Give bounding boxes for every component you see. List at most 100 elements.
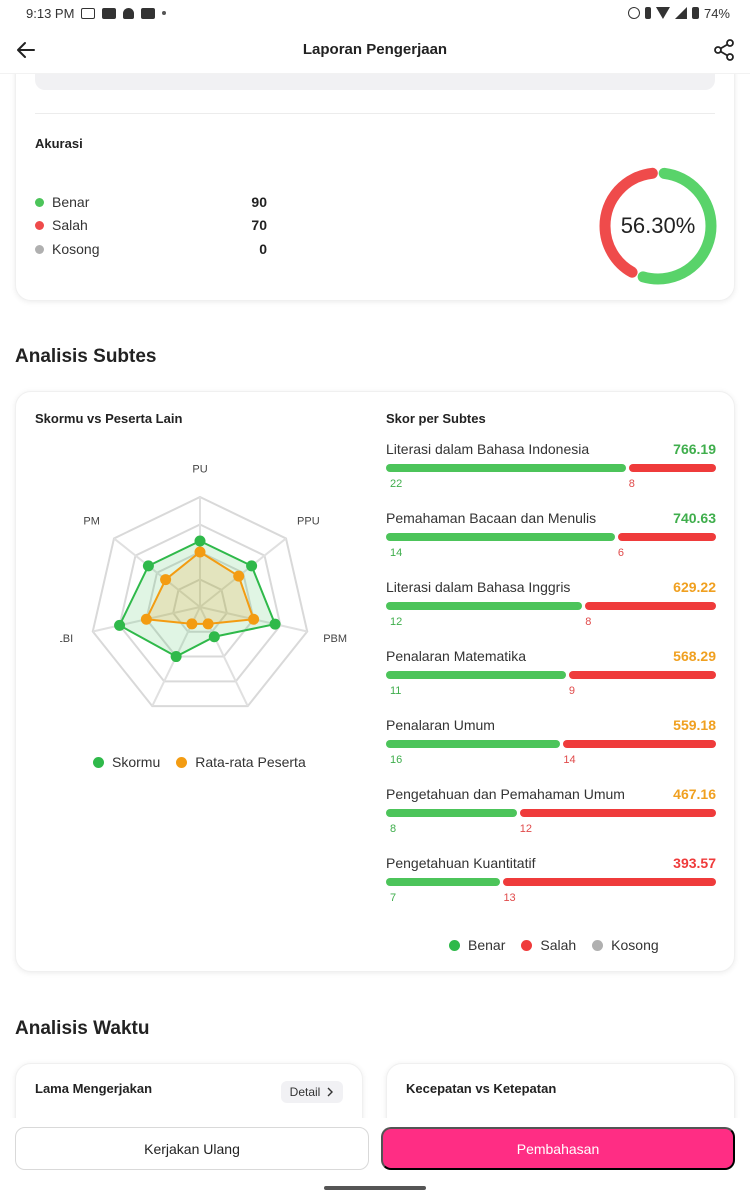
- page-title: Laporan Pengerjaan: [302, 41, 448, 58]
- lama-mengerjakan-title: Lama Mengerjakan: [35, 1081, 153, 1096]
- accuracy-row-benar: Benar 90: [35, 192, 267, 212]
- salah-dot-icon: [35, 220, 44, 230]
- radar-point: [194, 546, 206, 558]
- section-title-subtes: Analisis Subtes: [15, 346, 157, 367]
- subtes-bar-salah: [503, 878, 716, 886]
- subtes-bar: [386, 602, 716, 610]
- youtube-icon-2: [141, 7, 156, 19]
- chevron-right-icon: [327, 1087, 334, 1097]
- legend-label: Kosong: [611, 937, 659, 953]
- radar-axis-label: PPU: [297, 516, 320, 528]
- subtes-benar-count: 22: [390, 478, 403, 490]
- skormu-dot-icon: [93, 756, 104, 768]
- subtes-salah-count: 9: [568, 685, 575, 697]
- subtes-name: Literasi dalam Bahasa Inggris: [386, 579, 571, 595]
- accuracy-label: Kosong: [52, 241, 100, 257]
- subtes-item: Penalaran Umum 559.18 16 14: [386, 717, 716, 783]
- subtes-score: 393.57: [673, 855, 716, 871]
- radar-axis-label: PBM: [323, 633, 347, 645]
- notification-icon: [81, 7, 96, 19]
- tiktok-icon: [123, 7, 135, 19]
- radar-series-area: [144, 550, 255, 625]
- accuracy-row-salah: Salah 70: [35, 215, 267, 235]
- donut-salah-arc: [599, 167, 717, 285]
- radar-point: [194, 535, 206, 547]
- radar-point: [246, 560, 258, 572]
- subtes-score: 568.29: [673, 648, 716, 664]
- subtes-score: 467.16: [673, 786, 716, 802]
- subtes-benar-count: 11: [390, 685, 402, 697]
- subtes-bar: [386, 533, 716, 541]
- radar-grid-ring: [145, 550, 255, 658]
- subtes-salah-count: 14: [563, 754, 576, 766]
- subtes-item: Pengetahuan dan Pemahaman Umum 467.16 8 …: [386, 786, 716, 852]
- subtes-benar-count: 12: [390, 616, 403, 628]
- subtes-name: Penalaran Matematika: [386, 648, 527, 664]
- share-icon[interactable]: [712, 38, 736, 62]
- radar-point: [202, 618, 214, 630]
- subtes-salah-count: 8: [585, 616, 592, 628]
- wifi-icon: [655, 7, 670, 19]
- radar-point: [233, 570, 245, 582]
- subtes-card: [15, 391, 735, 972]
- detail-label: Detail: [289, 1085, 321, 1099]
- legend-item-salah: Salah: [521, 937, 576, 953]
- battery-icon: [691, 7, 699, 19]
- subtes-bar-benar: [386, 809, 517, 817]
- accuracy-label: Salah: [52, 217, 88, 233]
- benar-dot-icon: [35, 197, 44, 207]
- legend-item-rata-rata: Rata-rata Peserta: [176, 754, 306, 770]
- subtes-score: 559.18: [673, 717, 716, 733]
- back-arrow-icon[interactable]: [14, 38, 38, 62]
- subtes-score: 629.22: [673, 579, 716, 595]
- accuracy-title: Akurasi: [35, 136, 83, 151]
- more-notifications-icon: [162, 11, 167, 15]
- accuracy-value: 0: [259, 241, 267, 257]
- subtes-bar-benar: [386, 533, 615, 541]
- kosong-dot-icon: [35, 244, 44, 254]
- radar-point: [248, 613, 260, 625]
- subtes-bar-benar: [386, 602, 583, 610]
- subtes-bar-benar: [386, 671, 566, 679]
- radar-axis-label: PU: [192, 463, 207, 475]
- retry-button[interactable]: Kerjakan Ulang: [15, 1127, 369, 1170]
- radar-point: [208, 631, 220, 643]
- radar-series-area: [118, 539, 277, 658]
- legend-item-skormu: Skormu: [93, 754, 160, 770]
- subtes-bar-benar: [386, 740, 561, 748]
- accuracy-donut: 56.30%: [599, 167, 717, 285]
- subtes-bar: [386, 740, 716, 748]
- detail-button[interactable]: Detail: [281, 1081, 343, 1103]
- discussion-button[interactable]: Pembahasan: [381, 1127, 735, 1170]
- previous-section-box: [35, 74, 715, 90]
- bottom-action-bar: Kerjakan Ulang Pembahasan: [0, 1118, 750, 1200]
- radar-legend: Skormu Rata-rata Peserta: [93, 754, 322, 770]
- subtes-bar-salah: [568, 671, 716, 679]
- app-bar: Laporan Pengerjaan: [0, 26, 750, 74]
- radar-series: [114, 535, 281, 663]
- subtes-bar-salah: [617, 533, 716, 541]
- legend-item-kosong: Kosong: [592, 937, 659, 953]
- subtes-salah-count: 8: [628, 478, 635, 490]
- subtes-item: Literasi dalam Bahasa Inggris 629.22 12 …: [386, 579, 716, 645]
- subtes-benar-count: 8: [390, 823, 397, 835]
- subtes-bar: [386, 878, 716, 886]
- subtes-score: 766.19: [673, 441, 716, 457]
- subtes-name: Penalaran Umum: [386, 717, 495, 733]
- rata-rata-dot-icon: [176, 756, 188, 768]
- subtes-bar-benar: [386, 878, 501, 886]
- subtes-bar: [386, 464, 716, 472]
- radar-axis-label: PM: [83, 516, 100, 528]
- subtes-bar-salah: [563, 740, 716, 748]
- kecepatan-title: Kecepatan vs Ketepatan: [406, 1081, 557, 1096]
- radar-grid-ring: [172, 578, 228, 633]
- radar-point: [142, 560, 154, 572]
- home-indicator[interactable]: [324, 1186, 426, 1190]
- data-icon: [644, 7, 651, 19]
- subtes-bar: [386, 671, 716, 679]
- subtes-salah-count: 6: [617, 547, 625, 559]
- salah-dot-icon: [521, 939, 533, 951]
- subtes-name: Pemahaman Bacaan dan Menulis: [386, 510, 597, 526]
- accuracy-row-kosong: Kosong 0: [35, 239, 267, 259]
- accuracy-label: Benar: [52, 194, 90, 210]
